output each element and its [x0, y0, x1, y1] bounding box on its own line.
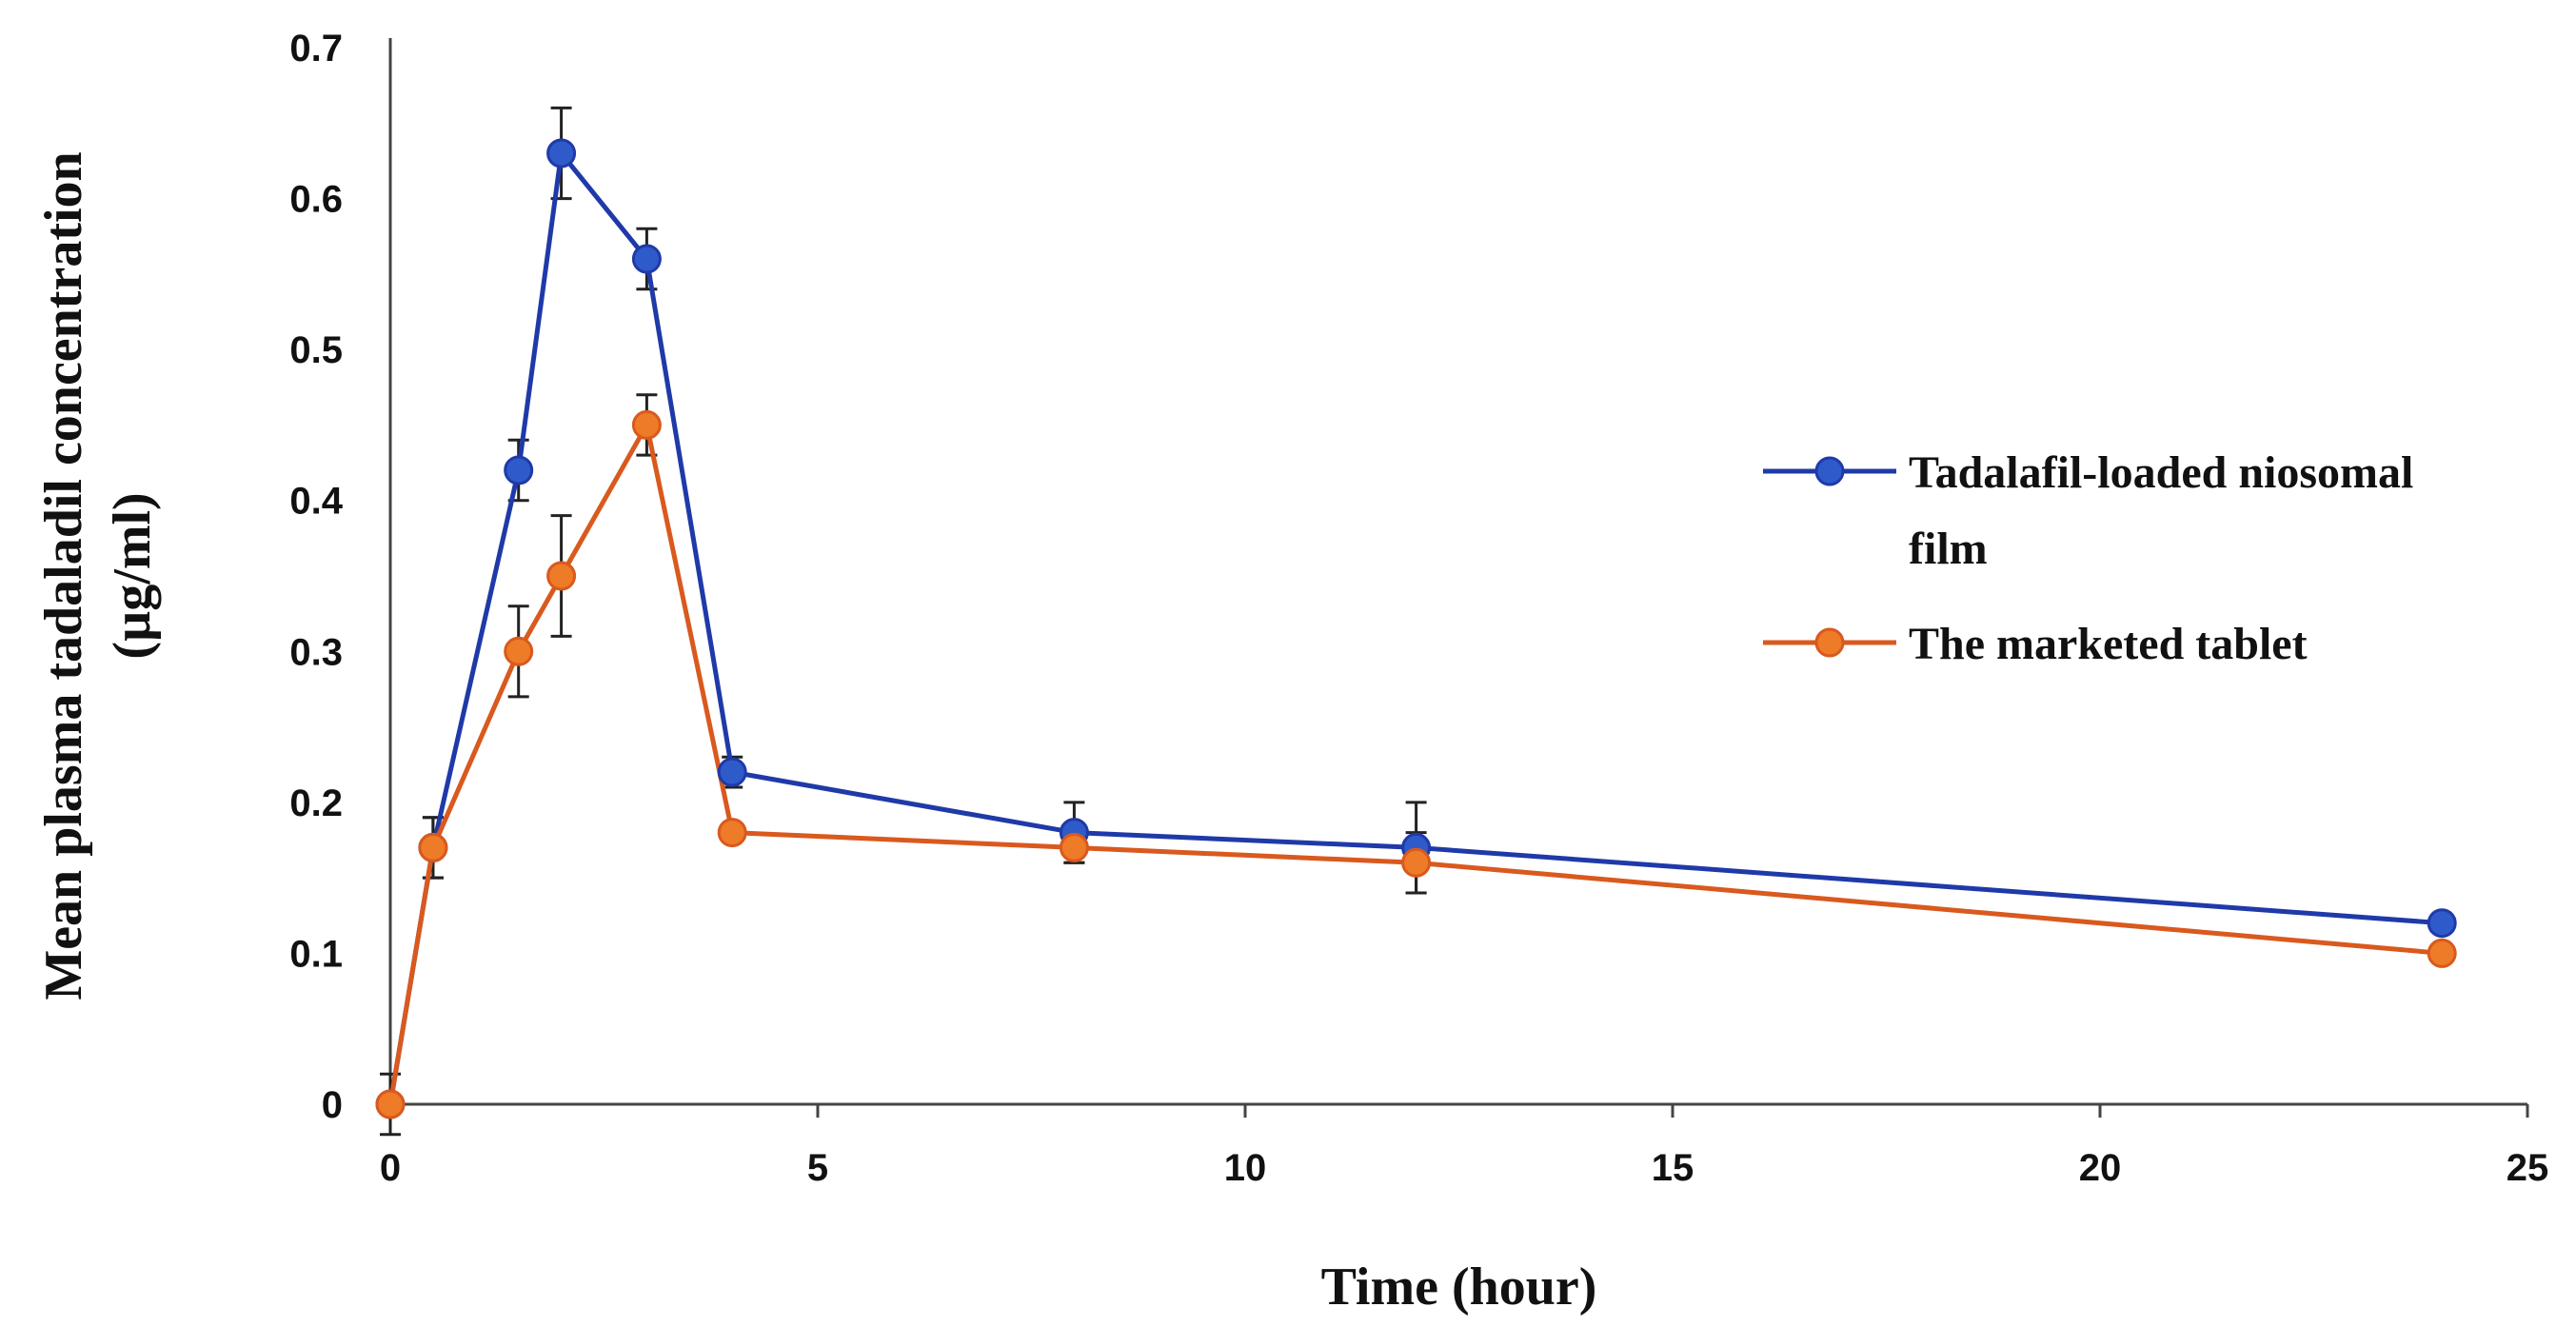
- legend-label-line: film: [1909, 524, 1988, 574]
- niosomal-film-point: [546, 138, 577, 168]
- y-tick-label: 0.7: [289, 28, 343, 69]
- x-tick-label: 20: [2079, 1147, 2122, 1189]
- marketed-tablet-point: [546, 561, 577, 591]
- x-tick-label: 0: [380, 1147, 401, 1189]
- niosomal-film-point: [2427, 908, 2457, 939]
- marketed-tablet-point: [631, 409, 662, 440]
- axis-titles: Time (hour) Mean plasma tadaladil concent…: [34, 151, 1596, 1317]
- marketed-tablet-point: [375, 1089, 406, 1119]
- y-tick-label: 0: [322, 1084, 343, 1126]
- y-tick-label: 0.3: [289, 631, 343, 673]
- series-markers: [375, 138, 2457, 1119]
- legend-label: The marketed tablet: [1909, 619, 2308, 669]
- legend: Tadalafil-loaded niosomal film The markete…: [1763, 447, 2413, 669]
- x-tick-label: 10: [1224, 1147, 1267, 1189]
- x-tick-label: 5: [807, 1147, 828, 1189]
- y-tick-label: 0.1: [289, 933, 343, 975]
- x-tick-label: 15: [1652, 1147, 1694, 1189]
- marketed-tablet-point: [1059, 832, 1089, 862]
- marketed-tablet-point: [418, 832, 448, 862]
- y-tick-label: 0.6: [289, 179, 343, 221]
- y-tick-label: 0.5: [289, 329, 343, 371]
- legend-label-line: The marketed tablet: [1909, 619, 2308, 669]
- marketed-tablet-point: [504, 636, 534, 666]
- y-axis-title-line: Mean plasma tadaladil concentration: [34, 151, 93, 1000]
- legend-label: Tadalafil-loaded niosomal film: [1909, 447, 2413, 574]
- legend-marker-swatch: [1814, 627, 1845, 658]
- legend-label-line: Tadalafil-loaded niosomal: [1909, 447, 2413, 498]
- legend-marker-swatch: [1814, 456, 1845, 486]
- y-tick-label: 0.4: [289, 481, 343, 523]
- marketed-tablet-point: [1401, 847, 1432, 878]
- x-tick-label: 25: [2507, 1147, 2549, 1189]
- niosomal-film-point: [717, 757, 747, 787]
- marketed-tablet-point: [2427, 938, 2457, 968]
- y-tick-label: 0.2: [289, 782, 343, 824]
- marketed-tablet-point: [717, 818, 747, 848]
- y-axis-title-line: (µg/ml): [103, 492, 162, 659]
- tick-labels: 0 5 10 15 20 25 0 0.1 0.2 0.3 0.4 0.5 0.6 0.7: [289, 28, 2548, 1189]
- niosomal-film-point: [504, 455, 534, 485]
- y-axis-title: Mean plasma tadaladil concentration (µg/m…: [34, 151, 162, 1000]
- niosomal-film-point: [631, 244, 662, 274]
- x-axis-title: Time (hour): [1321, 1258, 1597, 1317]
